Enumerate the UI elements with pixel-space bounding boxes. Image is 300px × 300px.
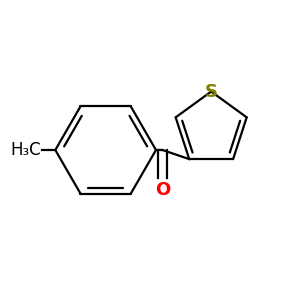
Text: H₃C: H₃C: [10, 141, 41, 159]
Text: S: S: [205, 82, 218, 100]
Text: O: O: [155, 181, 170, 199]
